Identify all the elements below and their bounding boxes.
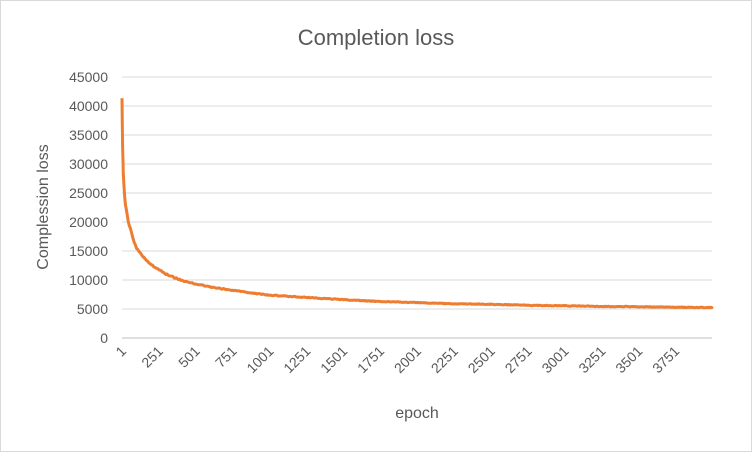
x-tick-label: 251 bbox=[138, 343, 166, 371]
y-tick-label: 30000 bbox=[69, 156, 108, 172]
x-tick-label: 501 bbox=[175, 343, 203, 371]
y-axis-label: Complession loss bbox=[35, 144, 52, 269]
x-tick-label: 1751 bbox=[354, 343, 387, 376]
data-point bbox=[378, 300, 382, 303]
y-tick-label: 20000 bbox=[69, 214, 108, 230]
x-tick-label: 2751 bbox=[502, 343, 535, 376]
data-point bbox=[489, 303, 493, 306]
data-point bbox=[600, 305, 603, 308]
data-point bbox=[142, 256, 146, 260]
data-point bbox=[341, 298, 345, 302]
y-tick-label: 45000 bbox=[69, 69, 108, 85]
data-point bbox=[131, 236, 135, 240]
x-tick-label: 2001 bbox=[391, 343, 424, 376]
data-point bbox=[268, 293, 271, 297]
x-tick-label: 1001 bbox=[243, 343, 276, 376]
data-point bbox=[563, 304, 566, 308]
data-point bbox=[124, 209, 128, 212]
x-tick-label: 3251 bbox=[575, 343, 608, 376]
data-point bbox=[127, 223, 131, 227]
series-line-0 bbox=[120, 98, 713, 310]
data-point bbox=[253, 291, 256, 295]
data-point bbox=[194, 282, 198, 286]
x-axis-label: epoch bbox=[395, 405, 439, 422]
x-tick-label: 2501 bbox=[465, 343, 498, 376]
data-point bbox=[305, 296, 308, 299]
data-point bbox=[526, 303, 530, 307]
series-group bbox=[120, 98, 714, 310]
x-axis-ticks: 1 251 501 751 1001 1251 1501 1751 2001 2251 2501 27… bbox=[112, 343, 682, 376]
x-tick-label: 3751 bbox=[649, 343, 682, 376]
data-point bbox=[123, 197, 127, 201]
y-tick-label: 35000 bbox=[69, 127, 108, 143]
data-point bbox=[415, 301, 419, 304]
data-point bbox=[231, 289, 235, 292]
y-tick-label: 10000 bbox=[69, 272, 108, 288]
data-point bbox=[121, 174, 125, 178]
grid-lines bbox=[122, 76, 712, 339]
data-point bbox=[157, 268, 161, 271]
y-tick-label: 5000 bbox=[77, 301, 108, 317]
y-tick-label: 40000 bbox=[69, 98, 108, 114]
data-point bbox=[121, 145, 124, 149]
data-point bbox=[164, 272, 168, 276]
y-tick-label: 0 bbox=[100, 330, 108, 346]
data-point bbox=[179, 278, 183, 282]
x-tick-label: 751 bbox=[212, 343, 240, 371]
data-point bbox=[673, 305, 677, 309]
y-tick-label: 15000 bbox=[69, 243, 108, 259]
data-point bbox=[209, 285, 212, 289]
x-tick-label: 2251 bbox=[428, 343, 461, 376]
data-point bbox=[150, 263, 153, 267]
data-point bbox=[452, 302, 456, 306]
y-axis-ticks: 0 5000 10000 15000 20000 25000 30000 35000 40000… bbox=[69, 69, 108, 346]
x-tick-label: 1251 bbox=[280, 343, 313, 376]
data-point bbox=[135, 246, 139, 250]
x-tick-label: 1 bbox=[112, 343, 129, 360]
x-tick-label: 3501 bbox=[612, 343, 645, 376]
x-tick-label: 1501 bbox=[317, 343, 350, 376]
x-tick-label: 3001 bbox=[538, 343, 571, 376]
y-tick-label: 25000 bbox=[69, 185, 108, 201]
data-point bbox=[637, 305, 640, 309]
data-point bbox=[120, 98, 124, 102]
data-point bbox=[710, 306, 714, 309]
chart-title: Completion loss bbox=[298, 25, 455, 50]
